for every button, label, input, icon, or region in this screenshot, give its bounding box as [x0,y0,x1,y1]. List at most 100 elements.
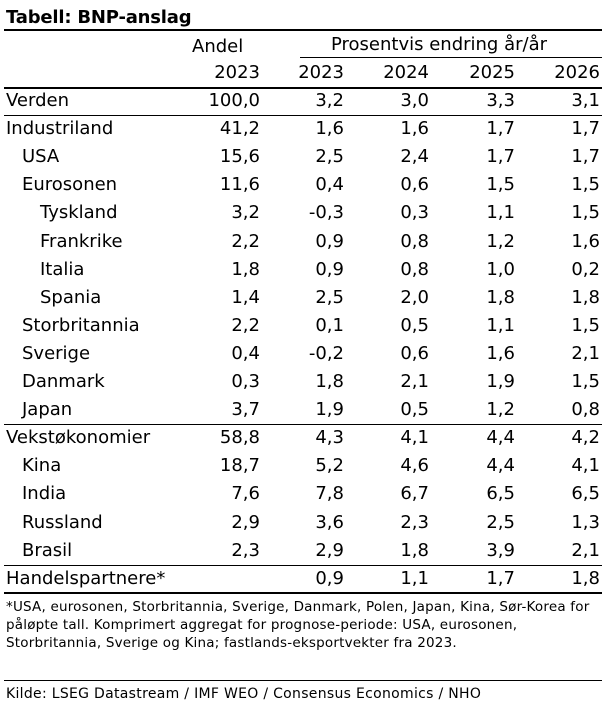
table-row: Kina 18,7 5,2 4,6 4,4 4,1 [0,453,605,481]
change-value: 1,5 [571,174,600,196]
change-value: 4,4 [486,427,515,449]
row-label: USA [22,146,60,168]
row-label: Tyskland [40,202,118,224]
table-row: Sverige 0,4 -0,2 0,6 1,6 2,1 [0,341,605,369]
change-value: 1,2 [486,399,515,421]
change-value: 2,3 [400,511,429,533]
change-value: 1,5 [571,314,600,336]
change-value: 1,6 [571,230,600,252]
change-value: 2,1 [571,539,600,561]
table-row: Verden 100,0 3,2 3,0 3,3 3,1 [0,88,605,116]
change-value: 1,6 [315,118,344,140]
change-value: 2,1 [571,342,600,364]
table-row: Brasil 2,3 2,9 1,8 3,9 2,1 [0,538,605,566]
table-row: Eurosonen 11,6 0,4 0,6 1,5 1,5 [0,172,605,200]
share-value: 1,4 [231,286,260,308]
row-label: Industriland [6,118,114,140]
table-row: Vekstøkonomier 58,8 4,3 4,1 4,4 4,2 [0,425,605,453]
change-value: 1,6 [400,118,429,140]
table-row: USA 15,6 2,5 2,4 1,7 1,7 [0,144,605,172]
change-value: 2,5 [486,511,515,533]
change-value: 0,6 [400,174,429,196]
share-year: 2023 [214,62,260,83]
change-value: 1,2 [486,230,515,252]
change-value: 3,3 [486,90,515,111]
change-value: 0,9 [315,567,344,589]
change-value: 1,7 [571,146,600,168]
row-label: Danmark [22,371,105,392]
change-value: 1,9 [486,371,515,392]
change-value: 1,5 [571,371,600,392]
share-value: 18,7 [219,455,260,477]
change-value: 4,3 [315,427,344,449]
share-value: 3,2 [231,202,260,224]
change-value: 1,9 [315,399,344,421]
row-label: Russland [22,511,103,533]
row-label: Verden [6,90,69,111]
table-row: Spania 1,4 2,5 2,0 1,8 1,8 [0,285,605,313]
change-value: 1,7 [571,118,600,140]
change-value: 0,2 [571,258,600,280]
change-value: 1,7 [486,118,515,140]
row-separator [4,87,602,89]
table-bottom-rule [4,591,602,594]
table-row: Frankrike 2,2 0,9 0,8 1,2 1,6 [0,229,605,257]
share-header: Andel [192,36,244,57]
change-value: 4,1 [400,427,429,449]
table-row: Industriland 41,2 1,6 1,6 1,7 1,7 [0,116,605,144]
change-value: 0,9 [315,258,344,280]
change-value: 2,5 [315,286,344,308]
change-value: -0,3 [308,202,344,224]
row-label: Vekstøkonomier [6,427,151,449]
share-value: 2,9 [231,511,260,533]
year-header: 2025 [469,62,515,83]
share-value: 0,4 [231,342,260,364]
change-value: 0,6 [400,342,429,364]
change-value: 1,5 [571,202,600,224]
change-value: 2,4 [400,146,429,168]
change-value: 1,1 [486,202,515,224]
footnote: *USA, eurosonen, Storbritannia, Sverige,… [6,599,590,651]
change-value: 3,9 [486,539,515,561]
row-label: Kina [22,455,62,477]
table-row: Italia 1,8 0,9 0,8 1,0 0,2 [0,257,605,285]
row-label: Italia [40,258,85,280]
change-value: 6,5 [571,483,600,505]
row-label: Eurosonen [22,174,118,196]
title-rule [4,29,602,31]
change-value: 4,1 [571,455,600,477]
share-value: 41,2 [219,118,260,140]
share-value: 7,6 [231,483,260,505]
change-value: -0,2 [308,342,344,364]
change-value: 2,9 [315,539,344,561]
change-value: 1,8 [571,567,600,589]
table-row: Handelspartnere* 0,9 1,1 1,7 1,8 [0,566,605,594]
share-value: 1,8 [231,258,260,280]
change-value: 2,1 [400,371,429,392]
change-value: 0,8 [400,230,429,252]
row-label: Frankrike [40,230,123,252]
share-value: 11,6 [219,174,260,196]
table-row: Tyskland 3,2 -0,3 0,3 1,1 1,5 [0,200,605,228]
change-value: 2,5 [315,146,344,168]
share-value: 2,3 [231,539,260,561]
row-separator [4,115,602,117]
row-label: Handelspartnere* [6,567,166,589]
share-value: 3,7 [231,399,260,421]
change-value: 0,8 [571,399,600,421]
change-value: 0,9 [315,230,344,252]
change-value: 0,3 [400,202,429,224]
table-row: Danmark 0,3 1,8 2,1 1,9 1,5 [0,369,605,397]
change-value: 0,5 [400,314,429,336]
table-row: India 7,6 7,8 6,7 6,5 6,5 [0,481,605,509]
change-value: 0,1 [315,314,344,336]
change-value: 1,6 [486,342,515,364]
change-value: 5,2 [315,455,344,477]
row-label: Japan [22,399,73,421]
change-value: 4,4 [486,455,515,477]
change-value: 3,2 [315,90,344,111]
share-value: 2,2 [231,230,260,252]
group-header-rule [300,57,602,58]
change-value: 1,8 [571,286,600,308]
